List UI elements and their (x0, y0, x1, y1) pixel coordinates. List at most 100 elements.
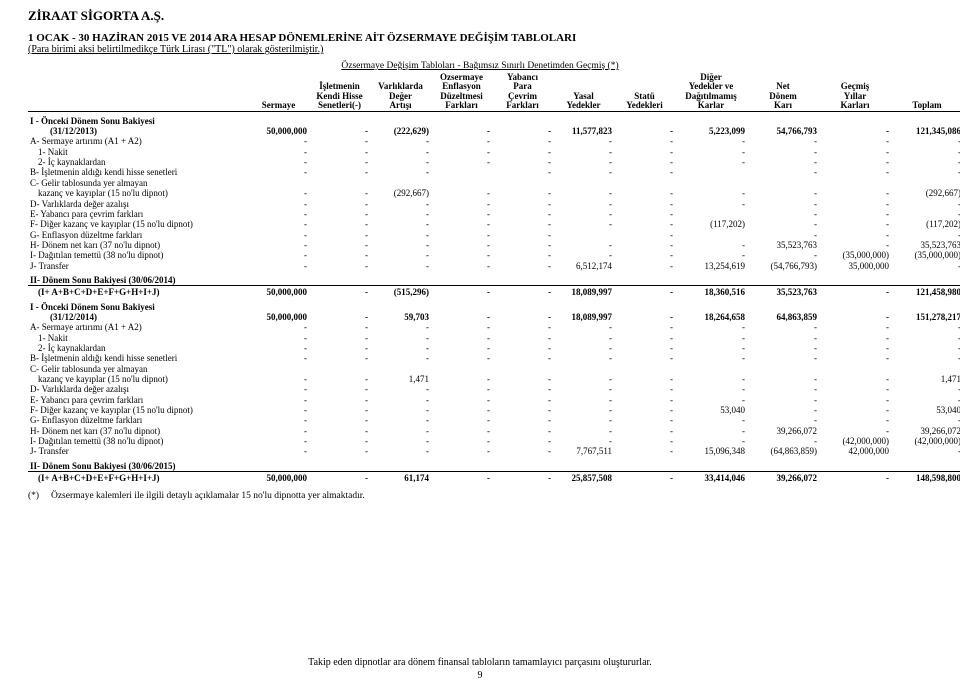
cell-value: - (309, 209, 370, 219)
cell-value: - (431, 157, 492, 167)
cell-value: - (614, 286, 675, 298)
cell-value: - (370, 199, 431, 209)
row-label: kazanç ve kayıplar (15 no'lu dipnot) (28, 188, 248, 198)
table-row: A- Sermaye artırımı (A1 + A2)----------- (28, 136, 960, 146)
cell-value: 5,223,099 (675, 126, 747, 136)
cell-value: - (431, 219, 492, 229)
table-row: I- Dağıtılan temettü (38 no'lu dipnot)--… (28, 250, 960, 260)
cell-value: - (891, 209, 960, 219)
cell-value: - (370, 436, 431, 446)
cell-value: - (819, 126, 891, 136)
cell-value: - (370, 230, 431, 240)
row-label: F- Diğer kazanç ve kayıplar (15 no'lu di… (28, 405, 248, 415)
cell-value: - (747, 353, 819, 363)
cell-value: - (891, 230, 960, 240)
cell-value: - (431, 384, 492, 394)
cell-value: - (819, 405, 891, 415)
cell-value: (42,000,000) (891, 436, 960, 446)
cell-value: - (431, 374, 492, 384)
row-label: (I+ A+B+C+D+E+F+G+H+I+J) (28, 472, 248, 484)
cell-value: - (819, 426, 891, 436)
cell-value: - (492, 374, 553, 384)
cell-value: 7,767,511 (553, 446, 614, 456)
cell-value: 25,857,508 (553, 472, 614, 484)
cell-value: 35,523,763 (747, 240, 819, 250)
cell-value: - (431, 405, 492, 415)
cell-value (431, 178, 492, 188)
row-label: I- Dağıtılan temettü (38 no'lu dipnot) (28, 436, 248, 446)
cell-value: - (248, 446, 309, 456)
cell-value: - (819, 286, 891, 298)
cell-value: 50,000,000 (248, 286, 309, 298)
cell-value: - (614, 415, 675, 425)
cell-value: - (747, 322, 819, 332)
cell-value: - (891, 333, 960, 343)
cell-value: - (553, 240, 614, 250)
cell-value: - (431, 261, 492, 271)
cell-value: - (431, 415, 492, 425)
cell-value: - (370, 209, 431, 219)
col-header: ÖzsermayeEnflasyonDüzeltmesiFarkları (431, 73, 492, 111)
cell-value: - (614, 436, 675, 446)
table-row: C- Gelir tablosunda yer almayan (28, 364, 960, 374)
table-row: (I+ A+B+C+D+E+F+G+H+I+J)50,000,000-(515,… (28, 286, 960, 298)
table-row: H- Dönem net karı (37 no'lu dipnot)-----… (28, 240, 960, 250)
table-row: I - Önceki Dönem Sonu Bakiyesi (28, 111, 960, 126)
cell-value: - (248, 426, 309, 436)
cell-value: - (431, 322, 492, 332)
cell-value: - (614, 374, 675, 384)
table-row: J- Transfer-----7,767,511-15,096,348(64,… (28, 446, 960, 456)
cell-value: 11,577,823 (553, 126, 614, 136)
cell-value (891, 364, 960, 374)
cell-value: - (309, 384, 370, 394)
section-label: I - Önceki Dönem Sonu Bakiyesi (28, 298, 960, 312)
cell-value (614, 364, 675, 374)
cell-value: - (431, 147, 492, 157)
cell-value: - (891, 322, 960, 332)
cell-value (614, 178, 675, 188)
row-label: F- Diğer kazanç ve kayıplar (15 no'lu di… (28, 219, 248, 229)
cell-value: - (747, 405, 819, 415)
table-row: 1- Nakit----------- (28, 147, 960, 157)
cell-value (492, 364, 553, 374)
cell-value: - (370, 240, 431, 250)
cell-value: - (431, 353, 492, 363)
cell-value: - (309, 415, 370, 425)
cell-value: - (553, 250, 614, 260)
cell-value: - (370, 157, 431, 167)
cell-value: 50,000,000 (248, 472, 309, 484)
cell-value: 1,471 (891, 374, 960, 384)
cell-value (553, 178, 614, 188)
cell-value: (54,766,793) (747, 261, 819, 271)
cell-value: - (891, 261, 960, 271)
row-label: C- Gelir tablosunda yer almayan (28, 364, 248, 374)
cell-value: - (891, 395, 960, 405)
cell-value: - (614, 472, 675, 484)
cell-value: - (492, 472, 553, 484)
col-header: İşletmeninKendi HisseSenetleri(-) (309, 73, 370, 111)
cell-value: - (675, 333, 747, 343)
cell-value: 39,266,072 (891, 426, 960, 436)
cell-value: - (819, 230, 891, 240)
cell-value: - (492, 126, 553, 136)
cell-value: - (675, 353, 747, 363)
cell-value: - (891, 147, 960, 157)
cell-value: - (614, 353, 675, 363)
cell-value: 18,089,997 (553, 286, 614, 298)
cell-value: - (553, 209, 614, 219)
cell-value: - (431, 209, 492, 219)
cell-value: - (747, 147, 819, 157)
cell-value: - (309, 136, 370, 146)
section-label: II- Dönem Sonu Bakiyesi (30/06/2014) (28, 271, 960, 286)
cell-value: - (248, 405, 309, 415)
cell-value: - (891, 343, 960, 353)
cell-value (248, 364, 309, 374)
cell-value: - (492, 415, 553, 425)
table-row: E- Yabancı para çevrim farkları---------… (28, 209, 960, 219)
cell-value: - (431, 446, 492, 456)
cell-value: - (492, 219, 553, 229)
cell-value: - (553, 219, 614, 229)
table-row: F- Diğer kazanç ve kayıplar (15 no'lu di… (28, 219, 960, 229)
cell-value: - (614, 395, 675, 405)
cell-value: - (553, 157, 614, 167)
